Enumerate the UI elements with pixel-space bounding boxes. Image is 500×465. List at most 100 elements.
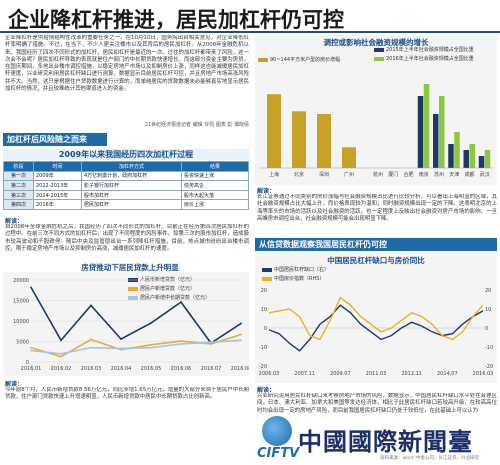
legend-item: 居民户新增贷款（亿元） bbox=[128, 285, 210, 294]
bar bbox=[469, 144, 475, 168]
x-tick-label: 广州 bbox=[344, 171, 354, 178]
table-cell: 2009年 bbox=[33, 170, 82, 182]
x-tick-label: 合肥 bbox=[403, 171, 413, 178]
bar bbox=[423, 84, 430, 168]
x-tick-label: 2009.07 bbox=[330, 371, 351, 377]
data-point bbox=[210, 341, 212, 344]
right-chart2-legend: 中国居民杠杆缺口（右） 中国房价指数（RHS） bbox=[262, 266, 329, 284]
table-cell: 影子银行加杠杆 bbox=[81, 180, 182, 191]
bar bbox=[267, 94, 281, 168]
data-point bbox=[90, 338, 92, 341]
legend-label: 2016年上半年社会融资规模占全国比重 bbox=[386, 56, 474, 62]
y-tick-label: -10 bbox=[259, 345, 267, 351]
data-point bbox=[240, 339, 242, 342]
bar bbox=[417, 96, 424, 168]
y-tick-label: 15000 bbox=[13, 299, 29, 305]
left-line-chart: 0 5000 10000 15000 20000 2016.01 2016.02 2016.0… bbox=[13, 278, 249, 372]
legend-swatch bbox=[374, 47, 384, 52]
data-point bbox=[210, 343, 212, 345]
table-header: 时间 bbox=[33, 161, 82, 172]
watermark-name: 中國國際新聞臺 bbox=[298, 427, 473, 456]
table-cell: 2016年 bbox=[33, 199, 82, 210]
data-point bbox=[30, 286, 32, 289]
bar bbox=[478, 156, 485, 168]
right-bar-chart: 上海 北京 深圳 广州 杭州 厦门 合肥 南京 苏州 天津 成都 武汉 bbox=[259, 84, 493, 178]
x-tick-label: 深圳 bbox=[319, 171, 329, 178]
series-line-0 bbox=[30, 286, 242, 345]
table-header: 阶段 bbox=[3, 161, 34, 172]
left-bottom-analysis-label: 解读： bbox=[5, 381, 24, 388]
table-cell: 第三次 bbox=[3, 189, 34, 201]
intro-paragraph: 企业降杠杆是供给侧结构性改革的重要任务之一。在10月10日，国务院出台相关意见，… bbox=[5, 35, 249, 93]
data-point bbox=[120, 347, 122, 350]
x-tick-label: 苏州 bbox=[434, 171, 444, 178]
x-tick-label: 2016.07 bbox=[201, 366, 222, 372]
legend-swatch bbox=[258, 57, 268, 62]
y-tick-label: 10000 bbox=[13, 319, 29, 325]
left-chart-area bbox=[3, 272, 249, 376]
legend-swatch bbox=[128, 286, 138, 291]
right-bottom-analysis-label: 解读： bbox=[257, 387, 276, 394]
intro-note: 21世纪经济报道记者 编辑 许凯 图表 彭 谭晓倩 bbox=[144, 122, 249, 128]
left-analysis-label: 解读： bbox=[5, 218, 24, 225]
y-tick-label: 5000 bbox=[16, 340, 29, 346]
table-row: 第一次 2009年 4万亿刺激计划，政府加杠杆 投资快速上涨 bbox=[3, 170, 249, 182]
x-tick-label: 厦门 bbox=[388, 171, 398, 178]
x-tick-label: 2016.03 bbox=[473, 371, 494, 377]
y2-tick-label: -10 bbox=[485, 345, 493, 351]
bar bbox=[439, 96, 445, 168]
legend-item: 中国居民杠杆缺口（右） bbox=[262, 266, 329, 275]
data-point bbox=[120, 338, 122, 340]
x-tick-label: 上海 bbox=[269, 171, 279, 178]
y-tick-label: 20000 bbox=[13, 278, 29, 284]
bar bbox=[342, 147, 356, 168]
left-analysis: 自2008年全球金融危机之后，我国经历了四次不同形式的加杠杆。目前正在经历第四次… bbox=[5, 224, 249, 252]
data-point bbox=[150, 343, 152, 346]
legend-swatch bbox=[374, 56, 384, 61]
left-bottom-analysis: 今年前8个月，人民币新增贷款8.56万亿元，同比多增1.65万亿元，增量的大部分… bbox=[5, 387, 249, 401]
bar bbox=[433, 114, 439, 168]
data-point bbox=[60, 355, 62, 358]
data-point bbox=[150, 346, 152, 349]
x-tick-label: 2012.11 bbox=[401, 371, 422, 377]
right-bottom-analysis: 兴业研究运用居民杠杆缺口来考察房地产市场的风险，数据显示，中国居民杠杆缺口水平处… bbox=[257, 393, 497, 414]
series-line-0 bbox=[268, 304, 484, 352]
x-tick-label: 2014.07 bbox=[437, 371, 458, 377]
x-tick-label: 2016.05 bbox=[141, 366, 162, 372]
table-header-row: 阶段 时间 加杠杆方式 结果 bbox=[3, 161, 249, 172]
data-point bbox=[30, 349, 32, 352]
table-cell: 第一次 bbox=[3, 170, 34, 182]
y-tick-label: 10 bbox=[261, 307, 267, 313]
left-section-title: 加杠杆后风险随之而来 bbox=[3, 133, 107, 146]
x-tick-label: 南京 bbox=[419, 171, 429, 178]
table-cell: 股市加杠杆 bbox=[81, 189, 182, 201]
y-tick-label: 0 bbox=[264, 326, 267, 332]
legend-label: 居民户新增贷款（亿元） bbox=[140, 286, 196, 292]
legend-label: 中国居民杠杆缺口（右） bbox=[274, 267, 330, 273]
table-row: 第二次 2012-2013年 影子银行加杠杆 债务高企 bbox=[3, 180, 249, 191]
right-section-title: 从信贷数据观察我国居民杠杆仍可控 bbox=[255, 238, 497, 251]
table-header: 结果 bbox=[181, 161, 249, 172]
right-chart2-title: 中国居民杠杆缺口与房价同比 bbox=[327, 256, 425, 265]
data-point bbox=[240, 322, 242, 325]
legend-label: 90~144平方米户型的房价增幅 bbox=[270, 57, 341, 63]
legend-label: 中国房价指数（RHS） bbox=[274, 276, 325, 282]
table-cell: 第二次 bbox=[3, 180, 34, 191]
legend-item: 2016年上半年社会融资规模占全国比重 bbox=[374, 55, 474, 64]
y2-tick-label: 20 bbox=[485, 288, 491, 294]
data-point bbox=[180, 301, 182, 304]
table-cell: 股市大起大落 bbox=[181, 189, 249, 201]
data-point bbox=[60, 339, 62, 342]
x-tick-label: 2007.11 bbox=[294, 371, 315, 377]
data-point bbox=[90, 304, 92, 307]
bar bbox=[448, 144, 454, 168]
x-tick-label: 杭州 bbox=[373, 171, 383, 178]
x-tick-label: 2006.03 bbox=[259, 371, 280, 377]
data-point bbox=[180, 343, 182, 345]
table-row: 第三次 2014-2015年 股市加杠杆 股市大起大落 bbox=[3, 189, 249, 201]
table-cell: 居民加杠杆 bbox=[81, 199, 182, 210]
data-point bbox=[30, 346, 32, 349]
legend-item: 中国房价指数（RHS） bbox=[262, 275, 329, 284]
y-tick-label: 20 bbox=[261, 288, 267, 294]
legend-swatch bbox=[262, 267, 272, 272]
